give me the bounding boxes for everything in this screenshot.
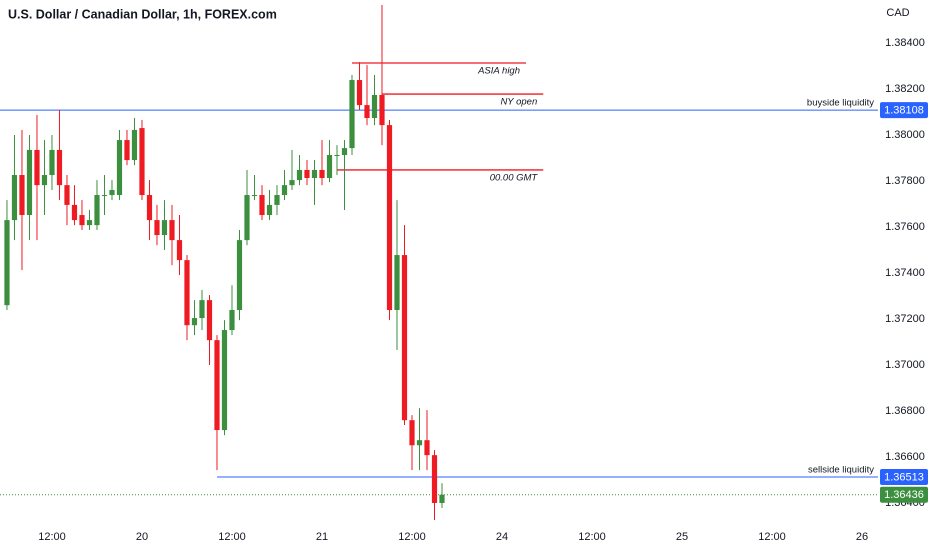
y-axis-label: CAD (886, 7, 909, 19)
candle-body (401, 255, 408, 421)
y-tick-label: 1.37000 (885, 359, 925, 371)
candle-body (311, 169, 318, 179)
candle-body (169, 220, 175, 241)
candle-body (86, 220, 93, 226)
candle-body (259, 195, 265, 216)
candle-body (424, 440, 430, 456)
candle-body (19, 175, 25, 216)
liquidity-label: buyside liquidity (807, 98, 874, 109)
candle-body (334, 155, 340, 157)
candle-body (116, 140, 123, 196)
candle-body (146, 195, 153, 221)
candle-body (326, 155, 333, 179)
candle-body (124, 140, 130, 161)
candle-body (154, 220, 160, 236)
x-tick-label: 21 (316, 531, 328, 543)
y-tick-label: 1.38200 (885, 83, 925, 95)
candle-body (409, 420, 415, 446)
y-tick-label: 1.37800 (885, 175, 925, 187)
y-tick-label: 1.38000 (885, 129, 925, 141)
candle-body (349, 80, 355, 149)
candle-body (371, 94, 378, 118)
candle-body (274, 195, 280, 205)
candle-body (41, 175, 48, 186)
x-tick-label: 25 (676, 531, 688, 543)
candle-body (71, 204, 78, 221)
candle-body (229, 310, 235, 331)
chart-title: U.S. Dollar / Canadian Dollar, 1h, FOREX… (8, 7, 277, 21)
price-tag-label: 1.38108 (884, 105, 924, 117)
candle-body (176, 240, 183, 261)
y-tick-label: 1.37600 (885, 221, 925, 233)
candle-body (319, 169, 325, 179)
candle-body (161, 220, 168, 236)
x-tick-label: 24 (496, 531, 508, 543)
candle-body (139, 128, 145, 196)
candle-body (199, 300, 205, 319)
candle-body (34, 149, 40, 186)
candle-body (341, 148, 348, 156)
x-tick-label: 26 (856, 531, 868, 543)
candle-body (364, 105, 370, 118)
candle-body (79, 215, 85, 226)
candle-body (56, 149, 63, 186)
price-tag-label: 1.36513 (884, 471, 924, 483)
candle-body (221, 330, 228, 431)
price-tag (880, 486, 928, 503)
price-tag-label: 1.36436 (884, 489, 924, 501)
y-tick-label: 1.37200 (885, 313, 925, 325)
candle-body (131, 129, 138, 161)
candle-body (416, 440, 423, 446)
candle-body (101, 195, 108, 197)
candle-body (236, 240, 243, 311)
candle-body (439, 494, 445, 503)
candle-body (206, 300, 213, 341)
candle-body (289, 180, 295, 186)
price-tag (880, 468, 928, 485)
y-tick-label: 1.36600 (885, 451, 925, 463)
y-tick-label: 1.38400 (885, 37, 925, 49)
candle-body (191, 318, 198, 326)
x-tick-label: 20 (136, 531, 148, 543)
y-tick-label: 1.37400 (885, 267, 925, 279)
candle-body (11, 175, 18, 221)
candle-body (49, 149, 55, 176)
x-tick-label: 12:00 (578, 531, 606, 543)
x-tick-label: 12:00 (218, 531, 246, 543)
candle-body (379, 94, 385, 126)
candle-body (214, 340, 220, 431)
session-label: NY open (500, 97, 537, 108)
candle-body (386, 125, 393, 311)
y-tick-label: 1.36800 (885, 405, 925, 417)
candle-body (64, 185, 70, 205)
candle-body (356, 80, 363, 106)
candle-body (251, 195, 258, 197)
candle-body (281, 185, 288, 196)
candle-body (304, 169, 310, 179)
candle-body (26, 149, 33, 216)
candle-body (94, 195, 100, 226)
candle-body (296, 169, 303, 181)
candle-body (109, 189, 115, 196)
liquidity-label: sellside liquidity (808, 465, 874, 476)
x-tick-label: 12:00 (398, 531, 426, 543)
session-label: 00.00 GMT (490, 172, 539, 183)
x-tick-label: 12:00 (38, 531, 66, 543)
candle-body (431, 455, 438, 503)
session-label: ASIA high (477, 66, 520, 77)
candle-body (394, 255, 400, 311)
price-tag (880, 102, 928, 119)
candle-body (184, 260, 190, 326)
candle-body (244, 195, 250, 241)
candle-body (4, 220, 10, 306)
x-tick-label: 12:00 (758, 531, 786, 543)
candle-body (266, 204, 273, 216)
